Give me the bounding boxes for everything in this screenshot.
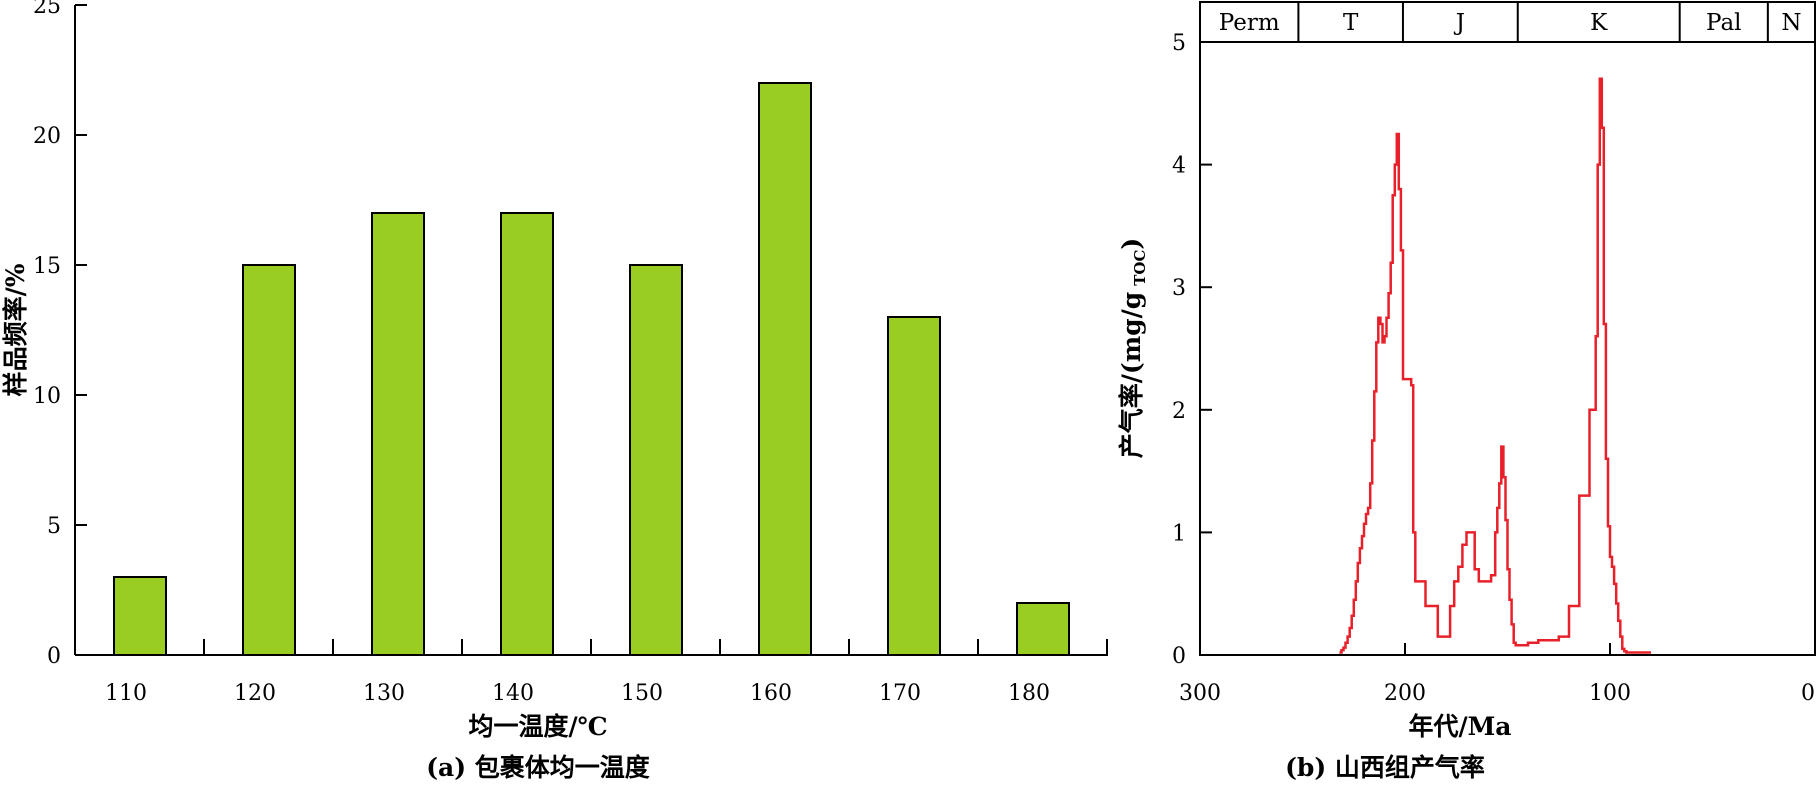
y-tick-label: 5 (1172, 31, 1186, 56)
x-tick-label: 180 (1008, 681, 1050, 706)
y-tick-label: 2 (1172, 399, 1186, 424)
line-chart-y-axis-label-subscript: TOC (1131, 250, 1149, 286)
bar-chart-bars: 110 120 130 140 150 160 170 180 (105, 82, 1070, 706)
x-tick-label: 140 (492, 681, 534, 706)
x-tick-label: 120 (234, 681, 276, 706)
y-tick-label: 0 (1172, 644, 1186, 669)
line-chart-x-axis-label: 年代/Ma (1408, 712, 1511, 741)
line-chart-y-axis-label: 产气率/(mg/g TOC) (1117, 238, 1149, 459)
bar-chart-x-axis-label: 均一温度/℃ (468, 712, 607, 741)
line-chart-y-axis-label-main: 产气率/(mg/g (1117, 292, 1146, 459)
bar-chart-x-ticks (203, 639, 1108, 655)
bar (1016, 602, 1070, 656)
line-chart-y-ticks: 0 1 2 3 4 5 (1172, 31, 1212, 669)
y-tick-label: 0 (47, 644, 61, 669)
y-tick-label: 4 (1172, 154, 1186, 179)
y-tick-label: 20 (33, 124, 61, 149)
bar-chart-panel: 0 5 10 15 20 25 110 120 130 140 150 160 170 180 均一温度… (1, 0, 1108, 782)
y-tick-label: 10 (33, 384, 61, 409)
period-label: Perm (1219, 10, 1280, 36)
y-tick-label: 3 (1172, 276, 1186, 301)
line-chart-frame (1199, 1, 1816, 656)
x-tick-label: 130 (363, 681, 405, 706)
caption-a: (a) 包裹体均一温度 (426, 753, 650, 782)
x-tick-label: 300 (1179, 681, 1221, 706)
line-chart-plot-area: Perm T J K Pal N 0 1 2 3 4 5 300 200 100 0 (1172, 1, 1816, 706)
x-tick-label: 110 (105, 681, 147, 706)
period-label: Pal (1706, 10, 1742, 36)
bar (113, 576, 167, 656)
period-label: N (1781, 10, 1801, 36)
bar-chart-y-axis-label: 样品频率/% (1, 263, 30, 396)
bar (887, 316, 941, 656)
y-tick-label: 1 (1172, 521, 1186, 546)
bar (371, 212, 425, 656)
x-tick-label: 170 (879, 681, 921, 706)
bar (758, 82, 812, 656)
x-tick-label: 100 (1589, 681, 1631, 706)
x-tick-label: 0 (1801, 681, 1815, 706)
bar (500, 212, 554, 656)
geologic-timescale: Perm T J K Pal N (1219, 2, 1801, 42)
period-label: T (1343, 10, 1359, 36)
y-tick-label: 25 (33, 0, 61, 19)
period-label: K (1590, 10, 1608, 36)
y-tick-label: 5 (47, 514, 61, 539)
x-tick-label: 200 (1384, 681, 1426, 706)
x-tick-label: 150 (621, 681, 663, 706)
bar (629, 264, 683, 656)
gas-generation-rate-line (1339, 77, 1651, 654)
x-tick-label: 160 (750, 681, 792, 706)
bar-chart-plot-area: 0 5 10 15 20 25 110 120 130 140 150 160 170 180 (33, 0, 1108, 706)
y-tick-label: 15 (33, 254, 61, 279)
bar (242, 264, 296, 656)
period-label: J (1454, 10, 1465, 36)
caption-b: (b) 山西组产气率 (1285, 753, 1485, 782)
line-chart-y-axis-label-close: ) (1117, 238, 1146, 250)
bar-chart-y-ticks: 0 5 10 15 20 25 (33, 0, 87, 669)
line-chart-panel: Perm T J K Pal N 0 1 2 3 4 5 300 200 100 0 年代/Ma 产气率/… (1117, 1, 1816, 782)
line-chart-x-ticks: 300 200 100 0 (1179, 643, 1816, 706)
